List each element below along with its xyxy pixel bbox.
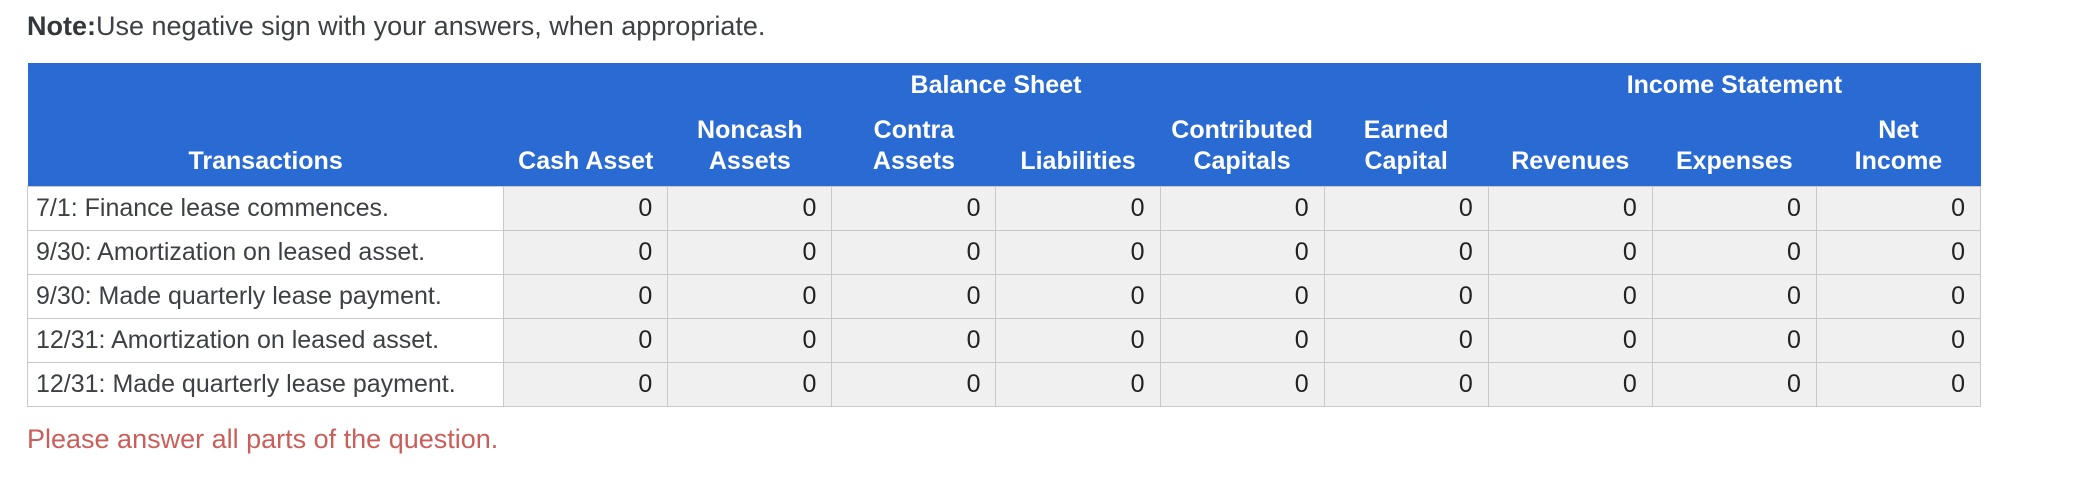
transaction-label: 12/31: Made quarterly lease payment. xyxy=(26,361,505,407)
transaction-label: 9/30: Made quarterly lease payment. xyxy=(26,273,505,319)
answer-cell[interactable]: 0 xyxy=(1323,273,1489,319)
answer-cell[interactable]: 0 xyxy=(1815,185,1982,231)
transactions-table: Balance Sheet Income Statement Transacti… xyxy=(26,63,1982,407)
transaction-label: 7/1: Finance lease commences. xyxy=(26,185,505,231)
column-header-net-income: Net Income xyxy=(1816,105,1981,186)
transaction-label: 9/30: Amortization on leased asset. xyxy=(26,229,505,275)
note-label: Note: xyxy=(27,11,96,41)
note-text: Use negative sign with your answers, whe… xyxy=(96,11,766,41)
answer-cell[interactable]: 0 xyxy=(1159,185,1325,231)
table-row: 12/31: Made quarterly lease payment. 0 0 0 0… xyxy=(26,361,1982,407)
answer-cell[interactable]: 0 xyxy=(1159,273,1325,319)
group-header-balance-sheet: Balance Sheet xyxy=(503,63,1489,105)
validation-message: Please answer all parts of the question. xyxy=(27,423,499,454)
table-row: 9/30: Made quarterly lease payment. 0 0 0 0 0… xyxy=(26,273,1982,319)
answer-cell[interactable]: 0 xyxy=(667,229,833,275)
table-row: 7/1: Finance lease commences. 0 0 0 0 0 0 0 0 0 xyxy=(26,185,1982,231)
table-row: 9/30: Amortization on leased asset. 0 0 0 0 0… xyxy=(26,229,1982,275)
column-header-contributed-capitals: Contributed Capitals xyxy=(1160,105,1325,186)
answer-cell[interactable]: 0 xyxy=(1487,317,1653,363)
table-body: 7/1: Finance lease commences. 0 0 0 0 0 0 0 0 0 9/… xyxy=(26,185,1982,407)
answer-cell[interactable]: 0 xyxy=(995,229,1161,275)
column-header-contra-assets: Contra Assets xyxy=(831,105,996,186)
answer-cell[interactable]: 0 xyxy=(667,317,833,363)
transaction-label: 12/31: Amortization on leased asset. xyxy=(26,317,505,363)
answer-cell[interactable]: 0 xyxy=(667,185,833,231)
answer-cell[interactable]: 0 xyxy=(1651,273,1817,319)
answer-cell[interactable]: 0 xyxy=(831,229,997,275)
answer-cell[interactable]: 0 xyxy=(1651,317,1817,363)
note-line: Note:Use negative sign with your answers… xyxy=(27,10,2076,43)
answer-cell[interactable]: 0 xyxy=(995,273,1161,319)
answer-cell[interactable]: 0 xyxy=(1487,273,1653,319)
group-header-row: Balance Sheet Income Statement xyxy=(27,63,1981,105)
answer-cell[interactable]: 0 xyxy=(1487,229,1653,275)
answer-cell[interactable]: 0 xyxy=(503,317,669,363)
answer-cell[interactable]: 0 xyxy=(1487,185,1653,231)
answer-cell[interactable]: 0 xyxy=(831,185,997,231)
column-header-row: Transactions Cash Asset Noncash Assets C… xyxy=(27,105,1981,186)
answer-cell[interactable]: 0 xyxy=(1323,317,1489,363)
answer-cell[interactable]: 0 xyxy=(503,273,669,319)
column-header-cash-asset: Cash Asset xyxy=(503,105,668,186)
answer-cell[interactable]: 0 xyxy=(995,361,1161,407)
answer-cell[interactable]: 0 xyxy=(1159,229,1325,275)
table-header: Balance Sheet Income Statement Transacti… xyxy=(27,63,1981,186)
answer-cell[interactable]: 0 xyxy=(1815,229,1982,275)
answer-cell[interactable]: 0 xyxy=(1651,361,1817,407)
answer-cell[interactable]: 0 xyxy=(831,273,997,319)
answer-cell[interactable]: 0 xyxy=(1323,229,1489,275)
answer-cell[interactable]: 0 xyxy=(503,361,669,407)
table-row: 12/31: Amortization on leased asset. 0 0 0 0… xyxy=(26,317,1982,363)
answer-cell[interactable]: 0 xyxy=(1159,361,1325,407)
answer-cell[interactable]: 0 xyxy=(1651,229,1817,275)
column-header-revenues: Revenues xyxy=(1488,105,1653,186)
answer-cell[interactable]: 0 xyxy=(1487,361,1653,407)
page: Note:Use negative sign with your answers… xyxy=(26,10,2076,454)
answer-cell[interactable]: 0 xyxy=(995,317,1161,363)
answer-cell[interactable]: 0 xyxy=(831,317,997,363)
answer-cell[interactable]: 0 xyxy=(831,361,997,407)
answer-cell[interactable]: 0 xyxy=(1815,317,1982,363)
group-header-income-statement: Income Statement xyxy=(1488,63,1981,105)
answer-cell[interactable]: 0 xyxy=(503,185,669,231)
answer-cell[interactable]: 0 xyxy=(667,361,833,407)
column-header-noncash-assets: Noncash Assets xyxy=(667,105,832,186)
answer-cell[interactable]: 0 xyxy=(995,185,1161,231)
answer-cell[interactable]: 0 xyxy=(1159,317,1325,363)
answer-cell[interactable]: 0 xyxy=(1651,185,1817,231)
answer-cell[interactable]: 0 xyxy=(503,229,669,275)
group-header-spacer xyxy=(27,63,504,105)
answer-cell[interactable]: 0 xyxy=(1815,361,1982,407)
column-header-transactions: Transactions xyxy=(27,105,504,186)
column-header-liabilities: Liabilities xyxy=(995,105,1161,186)
answer-cell[interactable]: 0 xyxy=(1815,273,1982,319)
column-header-expenses: Expenses xyxy=(1652,105,1817,186)
answer-cell[interactable]: 0 xyxy=(1323,361,1489,407)
answer-cell[interactable]: 0 xyxy=(667,273,833,319)
column-header-earned-capital: Earned Capital xyxy=(1324,105,1489,186)
answer-cell[interactable]: 0 xyxy=(1323,185,1489,231)
